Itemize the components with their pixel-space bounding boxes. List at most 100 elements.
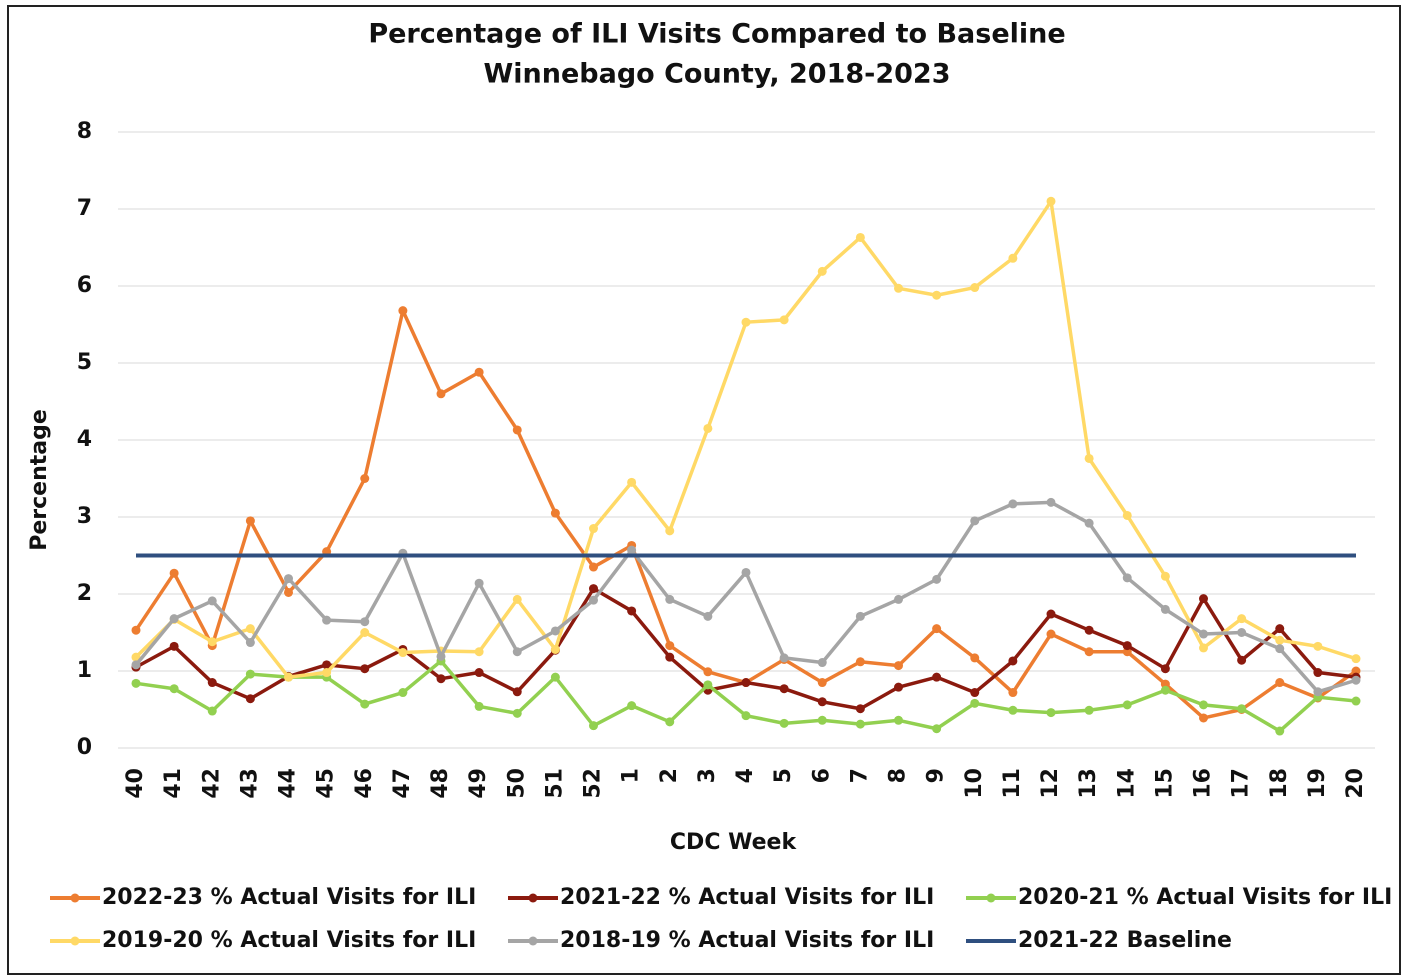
x-tick-label: 7 bbox=[847, 768, 872, 783]
x-tick-label: 13 bbox=[1076, 768, 1101, 799]
legend-marker bbox=[528, 936, 538, 946]
data-point bbox=[855, 657, 865, 667]
data-point bbox=[360, 617, 370, 627]
data-point bbox=[741, 711, 751, 721]
data-point bbox=[1160, 685, 1170, 695]
data-point bbox=[512, 425, 522, 435]
data-point bbox=[1008, 705, 1018, 715]
data-point bbox=[169, 641, 179, 651]
legend-label: 2019-20 % Actual Visits for ILI bbox=[102, 928, 476, 953]
data-point bbox=[703, 667, 713, 677]
legend-label: 2018-19 % Actual Visits for ILI bbox=[560, 928, 934, 953]
data-point bbox=[779, 718, 789, 728]
data-point bbox=[855, 611, 865, 621]
data-point bbox=[779, 653, 789, 663]
data-point bbox=[855, 719, 865, 729]
data-point bbox=[1122, 573, 1132, 583]
data-point bbox=[932, 724, 942, 734]
data-point bbox=[1275, 726, 1285, 736]
y-tick-label: 6 bbox=[77, 273, 92, 298]
data-point bbox=[436, 651, 446, 661]
data-point bbox=[1084, 625, 1094, 635]
data-point bbox=[169, 684, 179, 694]
data-point bbox=[245, 516, 255, 526]
chart-title: Percentage of ILI Visits Compared to Bas… bbox=[368, 19, 1065, 50]
data-point bbox=[245, 638, 255, 648]
data-point bbox=[284, 672, 293, 682]
chart-subtitle: Winnebago County, 2018-2023 bbox=[484, 59, 951, 90]
legend-marker bbox=[70, 936, 80, 946]
data-point bbox=[703, 611, 713, 621]
data-point bbox=[932, 574, 942, 584]
x-tick-label: 1 bbox=[619, 768, 644, 783]
data-point bbox=[932, 624, 942, 634]
data-point bbox=[932, 672, 942, 682]
data-point bbox=[550, 672, 560, 682]
x-tick-label: 46 bbox=[352, 768, 377, 799]
legend-marker bbox=[70, 893, 80, 903]
data-point bbox=[1275, 624, 1285, 634]
x-tick-label: 49 bbox=[466, 768, 491, 799]
legend-label: 2020-21 % Actual Visits for ILI bbox=[1018, 885, 1392, 910]
data-point bbox=[1351, 654, 1361, 664]
data-point bbox=[665, 652, 675, 662]
x-tick-label: 44 bbox=[276, 768, 301, 799]
data-point bbox=[1008, 499, 1018, 509]
x-tick-label: 20 bbox=[1343, 768, 1368, 799]
x-tick-label: 47 bbox=[390, 768, 415, 799]
data-point bbox=[894, 661, 903, 671]
x-tick-label: 8 bbox=[886, 768, 911, 783]
x-tick-label: 11 bbox=[1000, 768, 1025, 799]
data-point bbox=[817, 715, 827, 725]
data-point bbox=[1237, 628, 1247, 637]
data-point bbox=[1122, 510, 1132, 520]
data-point bbox=[1199, 643, 1208, 653]
data-point bbox=[512, 647, 522, 657]
data-point bbox=[894, 594, 903, 604]
data-point bbox=[817, 266, 827, 276]
data-point bbox=[474, 668, 484, 678]
x-tick-label: 6 bbox=[809, 768, 834, 783]
data-point bbox=[169, 568, 179, 578]
x-tick-label: 42 bbox=[199, 768, 224, 799]
legend-marker bbox=[528, 893, 538, 903]
data-point bbox=[1046, 497, 1056, 507]
data-point bbox=[1008, 688, 1018, 698]
data-point bbox=[894, 715, 903, 725]
y-tick-label: 4 bbox=[77, 427, 92, 452]
x-axis-label: CDC Week bbox=[670, 830, 798, 855]
data-point bbox=[1313, 668, 1323, 678]
x-tick-label: 3 bbox=[695, 768, 720, 783]
data-point bbox=[1084, 705, 1094, 715]
data-point bbox=[817, 697, 827, 707]
data-point bbox=[665, 594, 675, 604]
chart-border bbox=[7, 5, 1401, 975]
data-point bbox=[1160, 571, 1170, 581]
data-point bbox=[1008, 253, 1018, 263]
x-tick-label: 41 bbox=[161, 768, 186, 799]
data-point bbox=[284, 587, 293, 597]
legend-label: 2021-22 Baseline bbox=[1018, 928, 1232, 953]
x-tick-label: 18 bbox=[1267, 768, 1292, 799]
data-point bbox=[1351, 666, 1361, 676]
data-point bbox=[245, 694, 255, 704]
data-point bbox=[245, 669, 255, 679]
x-tick-label: 14 bbox=[1114, 768, 1139, 799]
data-point bbox=[360, 699, 370, 709]
data-point bbox=[627, 477, 637, 487]
data-point bbox=[589, 562, 598, 572]
legend-label: 2022-23 % Actual Visits for ILI bbox=[102, 885, 476, 910]
data-point bbox=[855, 232, 865, 242]
data-point bbox=[970, 653, 980, 663]
data-point bbox=[627, 545, 637, 555]
x-tick-label: 45 bbox=[314, 768, 339, 799]
data-point bbox=[131, 678, 141, 688]
data-point bbox=[1237, 614, 1247, 624]
data-point bbox=[779, 684, 789, 694]
data-point bbox=[1199, 594, 1208, 604]
x-tick-label: 15 bbox=[1152, 768, 1177, 799]
data-point bbox=[284, 574, 293, 584]
data-point bbox=[322, 660, 332, 670]
